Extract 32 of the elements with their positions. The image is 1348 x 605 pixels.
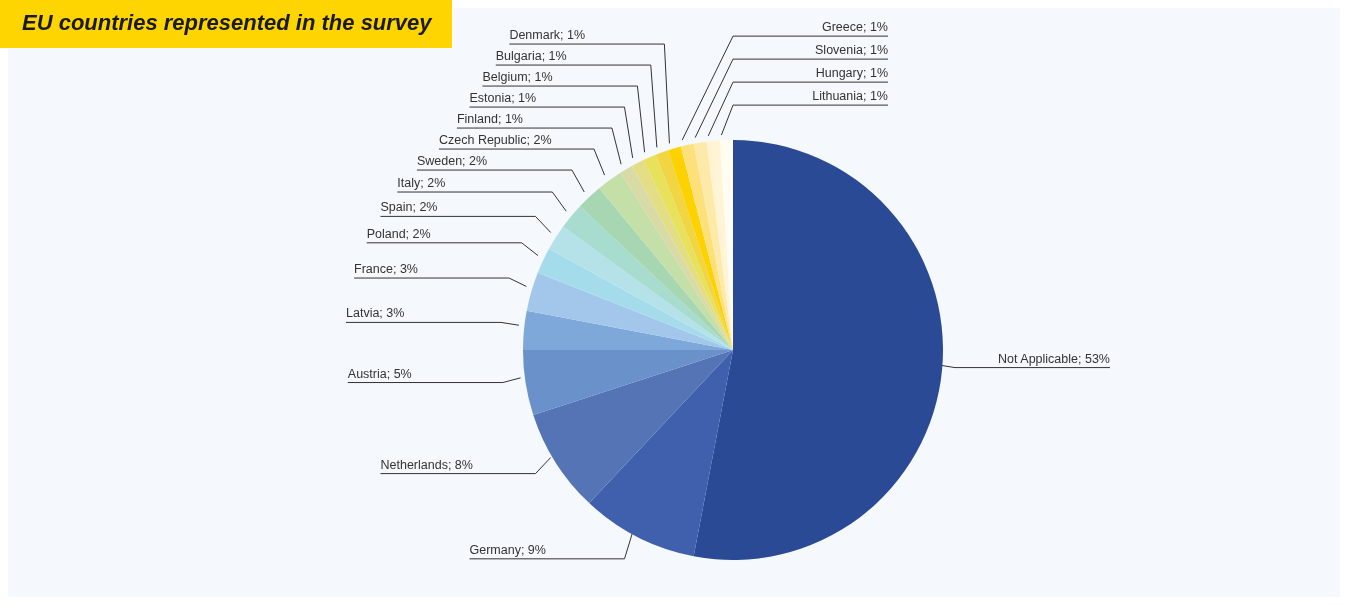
pie-slice bbox=[526, 272, 733, 350]
slice-label: Not Applicable; 53% bbox=[998, 351, 1110, 366]
pie-slice bbox=[579, 188, 733, 350]
pie-slice bbox=[537, 248, 733, 350]
pie-slice bbox=[680, 143, 733, 350]
slice-label: Greece; 1% bbox=[821, 20, 888, 35]
slice-label: Hungary; 1% bbox=[815, 66, 888, 81]
slice-label: Finland; 1% bbox=[456, 112, 523, 127]
pie-slice bbox=[523, 310, 733, 350]
pie-slice bbox=[599, 172, 733, 350]
slice-label: Austria; 5% bbox=[347, 366, 412, 381]
pie-slice bbox=[589, 350, 733, 557]
slice-label: Spain; 2% bbox=[380, 200, 438, 215]
slice-label: Estonia; 1% bbox=[469, 91, 537, 106]
slice-label: Poland; 2% bbox=[366, 226, 431, 241]
slice-label: Lithuania; 1% bbox=[812, 89, 888, 104]
slice-label: Germany; 9% bbox=[469, 542, 546, 557]
pie-slice bbox=[693, 140, 943, 560]
slice-label: Czech Republic; 2% bbox=[438, 133, 552, 148]
pie-slice bbox=[548, 226, 733, 350]
pie-slice bbox=[533, 350, 733, 504]
slice-label: Slovenia; 1% bbox=[815, 43, 888, 58]
slice-label: Bulgaria; 1% bbox=[495, 49, 567, 64]
slice-label: Denmark; 1% bbox=[509, 28, 586, 43]
slice-label: France; 3% bbox=[354, 262, 418, 277]
slice-label: Netherlands; 8% bbox=[380, 457, 473, 472]
chart-title: EU countries represented in the survey bbox=[0, 0, 452, 48]
slice-label: Sweden; 2% bbox=[416, 154, 488, 169]
slice-label: Belgium; 1% bbox=[482, 70, 553, 85]
slice-label: Italy; 2% bbox=[397, 176, 446, 191]
slice-label: Latvia; 3% bbox=[346, 306, 405, 321]
pie-slice bbox=[523, 350, 733, 415]
